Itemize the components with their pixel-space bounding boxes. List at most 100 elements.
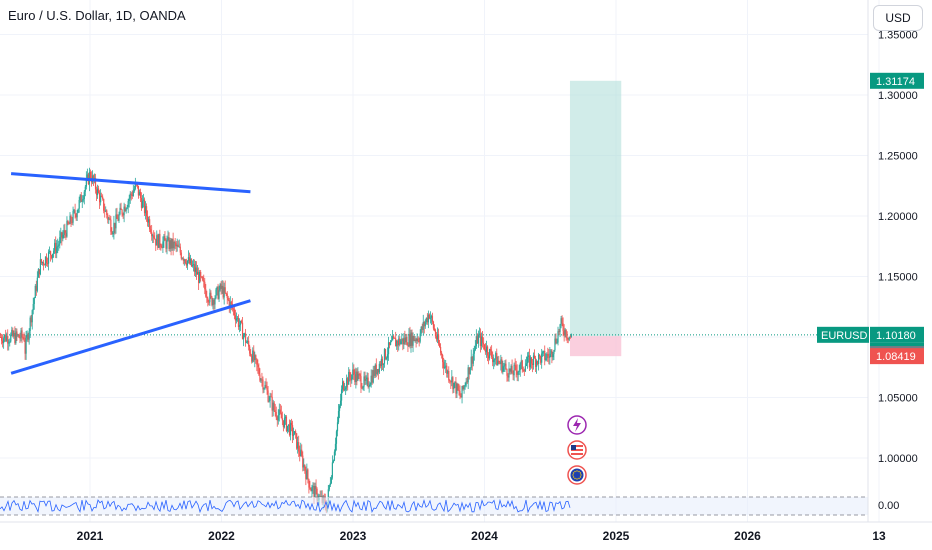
candle-body	[339, 400, 342, 406]
x-tick-label: 2024	[471, 529, 498, 543]
candle-body	[490, 349, 492, 351]
candle-body	[401, 338, 403, 342]
candle-body	[448, 370, 450, 381]
candle-body	[286, 425, 289, 431]
candle-body	[178, 246, 180, 248]
candle-body	[75, 214, 77, 218]
candle-body	[242, 335, 245, 340]
candle-body	[306, 469, 308, 480]
candle-body	[426, 317, 428, 323]
candle-body	[207, 298, 209, 302]
candle-body	[43, 264, 46, 266]
candle-body	[340, 389, 343, 401]
lightning-icon[interactable]	[567, 415, 587, 435]
candle-body	[159, 233, 161, 246]
candle-body	[405, 337, 407, 343]
candle-body	[555, 338, 557, 343]
candle-body	[191, 265, 194, 267]
candle-body	[225, 292, 227, 294]
candle-body	[115, 214, 117, 229]
candle-body	[344, 389, 346, 391]
candle-body	[188, 257, 191, 264]
candle-body	[1, 337, 3, 341]
candle-body	[164, 236, 166, 241]
candle-body	[411, 332, 413, 346]
candle-body	[139, 191, 142, 199]
candle-body	[104, 210, 106, 212]
candle-body	[128, 198, 130, 202]
candle-body	[309, 487, 311, 489]
candle-body	[97, 188, 100, 193]
currency-button[interactable]: USD	[873, 5, 923, 31]
candle-body	[229, 301, 231, 309]
candle-body	[239, 320, 242, 326]
candle-body	[62, 234, 64, 239]
target-price-badge-text: 1.31174	[876, 76, 915, 88]
candle-body	[386, 354, 389, 358]
candle-body	[332, 460, 335, 463]
candle-body	[301, 449, 303, 456]
x-tick-label: 2021	[77, 529, 104, 543]
candle-body	[250, 353, 252, 356]
stop-zone[interactable]	[569, 336, 622, 357]
candle-body	[146, 216, 149, 223]
candle-body	[227, 297, 229, 301]
candle-body	[334, 443, 337, 452]
candle-body	[470, 356, 472, 368]
candle-body	[156, 235, 158, 246]
candle-body	[125, 208, 127, 212]
candle-body	[366, 377, 368, 380]
candle-body	[385, 357, 388, 359]
candle-body	[248, 340, 250, 347]
candle-body	[111, 231, 113, 235]
candle-body	[130, 193, 132, 195]
candle-body	[417, 338, 419, 342]
candle-body	[343, 381, 345, 391]
candle-body	[501, 359, 503, 372]
candlestick-series	[0, 167, 572, 513]
candle-body	[152, 235, 154, 237]
candle-body	[223, 287, 225, 298]
trendline[interactable]	[10, 172, 251, 194]
candle-body	[157, 235, 159, 248]
candle-body	[525, 363, 527, 367]
candle-body	[264, 385, 266, 389]
y-tick-label: 1.20000	[878, 211, 918, 223]
candle-body	[466, 381, 468, 383]
candle-body	[40, 259, 43, 264]
candle-body	[0, 337, 2, 338]
candle-body	[363, 376, 365, 387]
candle-body	[267, 390, 269, 402]
candle-body	[201, 276, 203, 278]
candle-body	[154, 238, 156, 240]
candle-body	[473, 349, 475, 354]
candle-body	[17, 334, 19, 336]
candle-body	[256, 358, 258, 365]
candle-body	[435, 336, 438, 340]
candle-body	[14, 333, 16, 344]
candle-body	[393, 336, 395, 338]
candle-body	[485, 346, 488, 353]
candle-body	[487, 355, 490, 359]
trendline[interactable]	[10, 299, 251, 375]
candle-body	[163, 236, 165, 242]
candle-body	[127, 201, 129, 208]
candle-body	[413, 336, 415, 341]
candle-body	[452, 377, 454, 390]
rsi-band	[0, 497, 868, 515]
candle-body	[257, 364, 259, 368]
candle-body	[486, 346, 489, 356]
candle-body	[406, 337, 408, 346]
eu-flag-icon[interactable]	[567, 465, 587, 485]
candle-body	[394, 337, 396, 339]
candle-body	[353, 369, 355, 375]
us-flag-icon[interactable]	[567, 440, 587, 460]
candle-body	[335, 431, 338, 444]
candle-body	[561, 318, 563, 324]
candle-body	[539, 354, 541, 357]
target-zone[interactable]	[569, 80, 622, 337]
candle-body	[22, 337, 24, 338]
candle-body	[94, 177, 97, 190]
candle-body	[32, 304, 34, 311]
